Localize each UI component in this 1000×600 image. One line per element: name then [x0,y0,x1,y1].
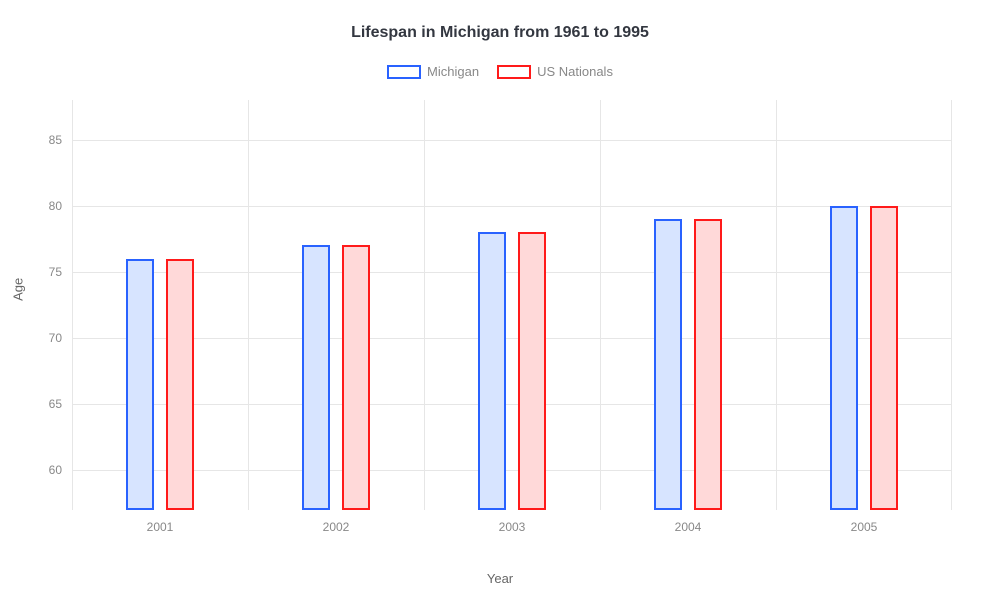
gridline-h [72,470,952,471]
y-tick-label: 75 [32,265,72,279]
legend-item-michigan: Michigan [387,64,479,79]
gridline-v [600,100,601,510]
gridline-v [72,100,73,510]
legend: Michigan US Nationals [0,64,1000,79]
bar-us-nationals [518,232,546,510]
gridline-v [776,100,777,510]
bar-us-nationals [166,259,194,510]
x-tick-label: 2004 [675,510,702,534]
y-tick-label: 80 [32,199,72,213]
legend-swatch-us-nationals [497,65,531,79]
legend-item-us-nationals: US Nationals [497,64,613,79]
y-tick-label: 70 [32,331,72,345]
gridline-v [424,100,425,510]
gridline-h [72,206,952,207]
x-tick-label: 2002 [323,510,350,534]
bar-michigan [302,245,330,510]
x-tick-label: 2001 [147,510,174,534]
y-tick-label: 65 [32,397,72,411]
gridline-v [951,100,952,510]
chart-container: Lifespan in Michigan from 1961 to 1995 M… [0,0,1000,600]
x-axis-title: Year [487,571,513,586]
legend-label-michigan: Michigan [427,64,479,79]
x-tick-label: 2005 [851,510,878,534]
gridline-v [248,100,249,510]
gridline-h [72,338,952,339]
bar-michigan [830,206,858,510]
bar-us-nationals [342,245,370,510]
gridline-h [72,140,952,141]
y-tick-label: 85 [32,133,72,147]
y-tick-label: 60 [32,463,72,477]
bar-michigan [654,219,682,510]
plot-area: 60657075808520012002200320042005 [72,100,952,510]
legend-swatch-michigan [387,65,421,79]
gridline-h [72,404,952,405]
x-tick-label: 2003 [499,510,526,534]
gridline-h [72,272,952,273]
y-axis-title: Age [11,278,26,301]
bar-us-nationals [870,206,898,510]
chart-title: Lifespan in Michigan from 1961 to 1995 [0,0,1000,42]
bar-michigan [478,232,506,510]
legend-label-us-nationals: US Nationals [537,64,613,79]
bar-us-nationals [694,219,722,510]
bar-michigan [126,259,154,510]
